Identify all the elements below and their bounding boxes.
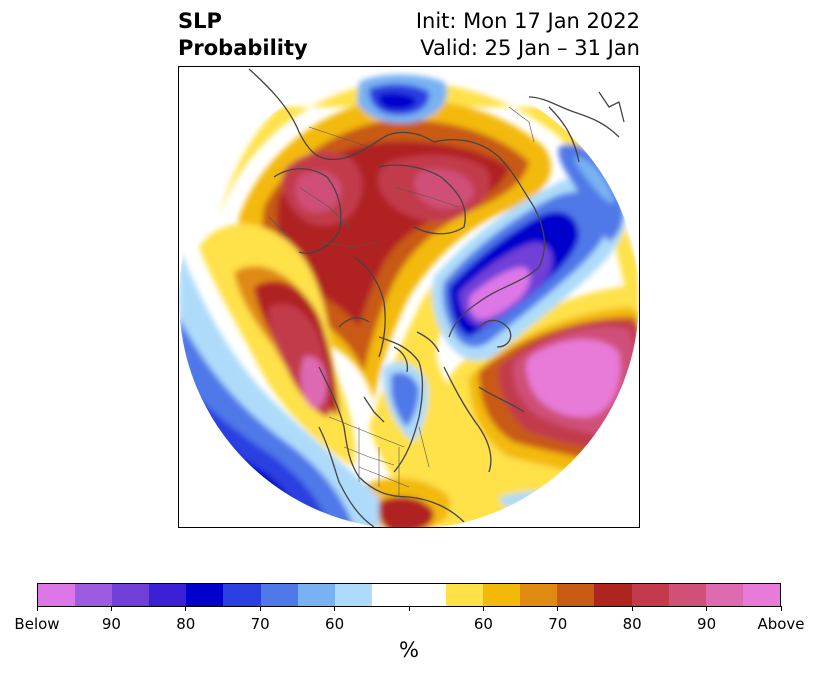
colorbar <box>37 583 781 607</box>
coastlines <box>248 68 625 527</box>
colorbar-segment <box>520 584 558 606</box>
colorbar-segment <box>186 584 224 606</box>
colorbar-segment <box>149 584 187 606</box>
colorbar-tick-label: 80 <box>622 615 642 633</box>
colorbar-tick-label: 90 <box>697 615 717 633</box>
colorbar-tick <box>259 606 261 611</box>
title-init-date: Init: Mon 17 Jan 2022 <box>415 9 640 33</box>
colorbar-segment <box>371 584 409 606</box>
colorbar-tick-label: 70 <box>250 615 270 633</box>
colorbar-segment <box>223 584 261 606</box>
colorbar-tick <box>706 606 708 611</box>
colorbar-tick-label: 60 <box>325 615 345 633</box>
colorbar-tick <box>557 606 559 611</box>
colorbar-tick <box>631 606 633 611</box>
colorbar-tick <box>780 606 782 611</box>
colorbar-segment <box>594 584 632 606</box>
title-variable: SLP <box>178 9 222 33</box>
colorbar-tick-label: Above <box>757 615 805 633</box>
title-valid-range: Valid: 25 Jan – 31 Jan <box>420 36 640 60</box>
colorbar-segment <box>334 584 372 606</box>
colorbar-segment <box>483 584 521 606</box>
colorbar-segment <box>38 584 76 606</box>
colorbar-segment <box>75 584 113 606</box>
colorbar-segment <box>705 584 743 606</box>
colorbar-segment <box>408 584 447 606</box>
chart-title-left: SLP Probability <box>178 8 308 62</box>
borders <box>268 106 535 497</box>
colorbar-segment <box>112 584 150 606</box>
colorbar-segment <box>557 584 595 606</box>
probability-map <box>179 68 639 527</box>
colorbar-tick-label: 80 <box>176 615 196 633</box>
colorbar-tick-label: Below <box>14 615 60 633</box>
colorbar-tick <box>185 606 187 611</box>
colorbar-tick <box>334 606 336 611</box>
colorbar-tick-label: 90 <box>101 615 121 633</box>
colorbar-segment <box>631 584 669 606</box>
colorbar-segment <box>446 584 484 606</box>
colorbar-tick <box>482 606 484 611</box>
title-type: Probability <box>178 36 308 60</box>
colorbar-tick <box>408 606 410 611</box>
colorbar-segment <box>668 584 706 606</box>
colorbar-tick-label: 70 <box>548 615 568 633</box>
colorbar-tick <box>110 606 112 611</box>
colorbar-segment <box>297 584 335 606</box>
colorbar-segment <box>742 584 780 606</box>
colorbar-tick-label: 60 <box>473 615 493 633</box>
map-panel <box>178 66 640 528</box>
colorbar-unit-label: % <box>399 638 419 662</box>
colorbar-tick <box>36 606 38 611</box>
chart-title-right: Init: Mon 17 Jan 2022 Valid: 25 Jan – 31… <box>416 8 640 62</box>
colorbar-segment <box>260 584 298 606</box>
